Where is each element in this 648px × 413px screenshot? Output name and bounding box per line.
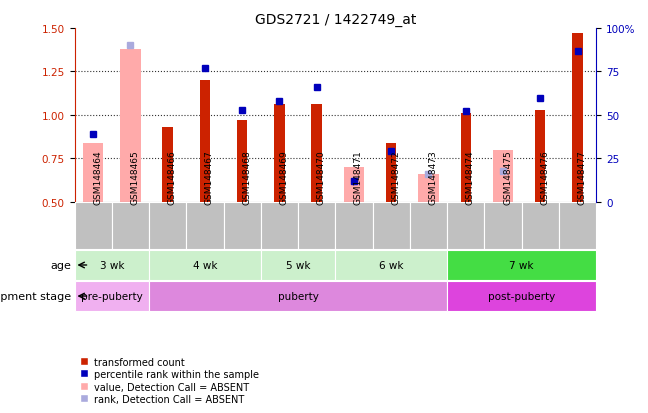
Bar [418, 175, 439, 202]
Bar [447, 250, 596, 280]
Text: puberty: puberty [277, 291, 319, 301]
Bar [492, 150, 513, 202]
Bar [298, 202, 336, 250]
Text: GSM148471: GSM148471 [354, 150, 363, 205]
Title: GDS2721 / 1422749_at: GDS2721 / 1422749_at [255, 12, 416, 26]
Text: GSM148467: GSM148467 [205, 150, 214, 205]
Text: GSM148477: GSM148477 [577, 150, 586, 205]
Bar [149, 202, 187, 250]
Text: 6 wk: 6 wk [379, 260, 404, 271]
Bar [386, 143, 397, 202]
Text: GSM148473: GSM148473 [428, 150, 437, 205]
Bar [149, 282, 447, 311]
Text: GSM148470: GSM148470 [317, 150, 326, 205]
Bar [336, 250, 447, 280]
Text: pre-puberty: pre-puberty [81, 291, 143, 301]
Bar [535, 110, 546, 202]
Bar [120, 50, 141, 202]
Bar [410, 202, 447, 250]
Bar [447, 202, 484, 250]
Text: GSM148466: GSM148466 [168, 150, 177, 205]
Text: 7 wk: 7 wk [509, 260, 534, 271]
Bar [163, 128, 173, 202]
Legend: transformed count, percentile rank within the sample, value, Detection Call = AB: transformed count, percentile rank withi… [80, 357, 259, 404]
Bar [261, 250, 336, 280]
Bar [111, 202, 149, 250]
Bar [200, 81, 210, 202]
Text: development stage: development stage [0, 291, 71, 301]
Bar [312, 105, 322, 202]
Text: GSM148469: GSM148469 [279, 150, 288, 205]
Bar [224, 202, 261, 250]
Bar [572, 34, 583, 202]
Bar [522, 202, 559, 250]
Text: GSM148464: GSM148464 [93, 150, 102, 205]
Bar [343, 168, 364, 202]
Text: GSM148476: GSM148476 [540, 150, 550, 205]
Text: 3 wk: 3 wk [100, 260, 124, 271]
Bar [261, 202, 298, 250]
Bar [75, 250, 149, 280]
Bar [336, 202, 373, 250]
Bar [149, 250, 261, 280]
Bar [559, 202, 596, 250]
Bar [83, 143, 104, 202]
Text: post-puberty: post-puberty [488, 291, 555, 301]
Bar [461, 114, 471, 202]
Text: 5 wk: 5 wk [286, 260, 310, 271]
Text: GSM148475: GSM148475 [503, 150, 512, 205]
Text: age: age [51, 260, 71, 271]
Bar [187, 202, 224, 250]
Text: GSM148468: GSM148468 [242, 150, 251, 205]
Bar [237, 121, 248, 202]
Text: GSM148474: GSM148474 [466, 150, 475, 205]
Bar [75, 282, 149, 311]
Text: GSM148472: GSM148472 [391, 150, 400, 205]
Bar [485, 202, 522, 250]
Bar [75, 202, 112, 250]
Bar [373, 202, 410, 250]
Text: GSM148465: GSM148465 [130, 150, 139, 205]
Text: 4 wk: 4 wk [192, 260, 217, 271]
Bar [274, 105, 284, 202]
Bar [447, 282, 596, 311]
